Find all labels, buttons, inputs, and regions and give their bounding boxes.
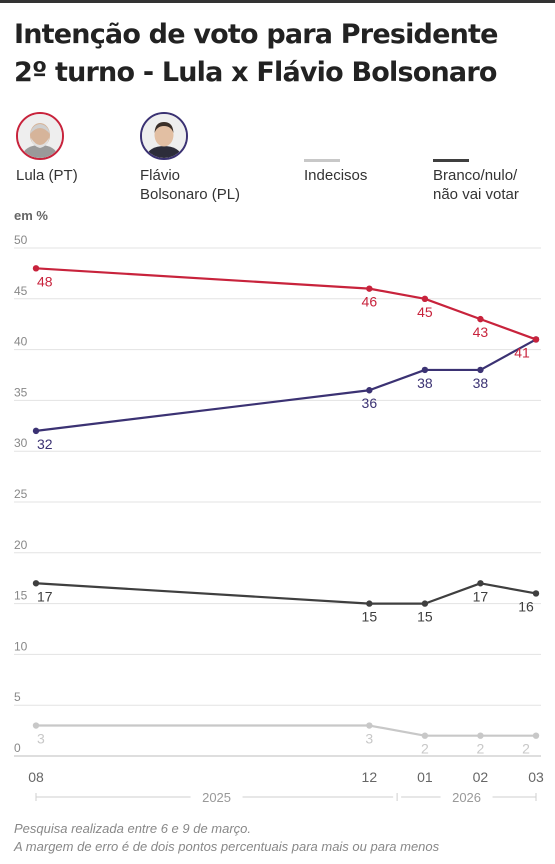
legend-lula: Lula (PT) bbox=[16, 167, 78, 184]
legend-indecisos-swatch bbox=[304, 159, 340, 162]
data-point-1-0 bbox=[32, 427, 40, 435]
data-point-0-2 bbox=[421, 295, 429, 302]
data-label-3-4: 2 bbox=[522, 741, 530, 757]
data-point-3-4 bbox=[532, 732, 540, 739]
data-point-0-1 bbox=[366, 285, 373, 292]
data-point-2-0 bbox=[32, 580, 40, 587]
data-point-2-3 bbox=[477, 580, 484, 587]
data-point-2-2 bbox=[421, 600, 429, 607]
data-label-3-0: 3 bbox=[37, 731, 45, 747]
data-label-0-3: 43 bbox=[473, 324, 489, 340]
legend-flavio: Flávio Bolsonaro (PL) bbox=[140, 166, 240, 204]
data-point-3-3 bbox=[477, 732, 484, 739]
data-point-2-4 bbox=[532, 590, 540, 597]
footnote-2: A margem de erro é de dois pontos percen… bbox=[14, 839, 440, 854]
y-tick-label-0: 0 bbox=[14, 741, 21, 755]
legend-indecisos: Indecisos bbox=[304, 167, 368, 184]
legend-branco-swatch bbox=[433, 159, 469, 162]
unit-label: em % bbox=[14, 208, 48, 223]
legend-flavio-line-2: Bolsonaro (PL) bbox=[140, 186, 241, 203]
series-line-2 bbox=[35, 582, 537, 605]
data-label-1-0: 32 bbox=[37, 436, 53, 452]
data-label-3-2: 2 bbox=[421, 741, 429, 757]
top-rule bbox=[0, 0, 555, 3]
data-point-0-0 bbox=[32, 265, 40, 272]
data-point-1-1 bbox=[366, 387, 373, 394]
data-point-1-2 bbox=[421, 366, 429, 374]
data-label-2-4: 16 bbox=[518, 598, 534, 614]
data-point-0-4 bbox=[532, 336, 540, 343]
y-tick-label-35: 35 bbox=[14, 385, 28, 399]
data-point-0-3 bbox=[477, 315, 484, 323]
data-point-3-2 bbox=[421, 732, 429, 739]
footnote-1: Pesquisa realizada entre 6 e 9 de março. bbox=[14, 821, 252, 836]
series-line-3 bbox=[36, 724, 536, 737]
series-line-0 bbox=[35, 267, 537, 341]
data-label-0-2: 45 bbox=[417, 304, 433, 320]
data-label-1-2: 38 bbox=[417, 375, 433, 391]
data-label-2-2: 15 bbox=[417, 609, 433, 625]
legend-flavio-line-1: Flávio bbox=[140, 167, 181, 184]
year-label-1: 2026 bbox=[452, 790, 481, 805]
data-label-0-1: 46 bbox=[362, 294, 378, 310]
data-label-1-1: 36 bbox=[362, 395, 378, 411]
y-tick-label-20: 20 bbox=[14, 538, 28, 552]
y-tick-label-50: 50 bbox=[14, 233, 28, 247]
data-point-3-1 bbox=[366, 722, 373, 729]
data-label-0-4: 41 bbox=[514, 344, 530, 360]
y-tick-label-15: 15 bbox=[14, 589, 28, 603]
data-point-2-1 bbox=[366, 600, 373, 607]
flavio-portrait-icon bbox=[142, 114, 186, 158]
data-label-3-3: 2 bbox=[477, 741, 485, 757]
flavio-avatar bbox=[140, 112, 188, 160]
series-line-1 bbox=[35, 338, 537, 432]
lula-avatar bbox=[16, 112, 64, 160]
y-tick-label-5: 5 bbox=[14, 690, 21, 704]
data-label-3-1: 3 bbox=[365, 731, 373, 747]
x-tick-label-1: 12 bbox=[362, 769, 378, 785]
x-tick-label-4: 03 bbox=[528, 769, 544, 785]
y-tick-label-30: 30 bbox=[14, 436, 28, 450]
lula-portrait-icon bbox=[18, 114, 62, 158]
y-tick-label-40: 40 bbox=[14, 335, 28, 349]
title-line-2: 2º turno - Lula x Flávio Bolsonaro bbox=[14, 57, 497, 88]
data-point-3-0 bbox=[32, 722, 40, 729]
data-label-2-3: 17 bbox=[473, 588, 489, 604]
x-tick-label-2: 01 bbox=[417, 769, 433, 785]
x-tick-label-3: 02 bbox=[473, 769, 489, 785]
legend-branco: Branco/nulo/ não vai votar bbox=[433, 166, 519, 204]
data-label-2-1: 15 bbox=[362, 609, 378, 625]
legend-branco-line-2: não vai votar bbox=[433, 186, 519, 203]
x-tick-label-0: 08 bbox=[28, 769, 44, 785]
y-tick-label-45: 45 bbox=[14, 284, 28, 298]
data-point-1-3 bbox=[477, 366, 484, 374]
data-label-2-0: 17 bbox=[37, 588, 53, 604]
y-tick-label-10: 10 bbox=[14, 639, 28, 653]
y-tick-label-25: 25 bbox=[14, 487, 28, 501]
legend-branco-line-1: Branco/nulo/ bbox=[433, 167, 518, 184]
title-line-1: Intenção de voto para Presidente bbox=[14, 19, 498, 50]
chart-title: Intenção de voto para Presidente 2º turn… bbox=[14, 16, 544, 92]
data-label-1-3: 38 bbox=[473, 375, 489, 391]
data-label-0-0: 48 bbox=[37, 273, 53, 289]
year-label-0: 2025 bbox=[202, 790, 231, 805]
